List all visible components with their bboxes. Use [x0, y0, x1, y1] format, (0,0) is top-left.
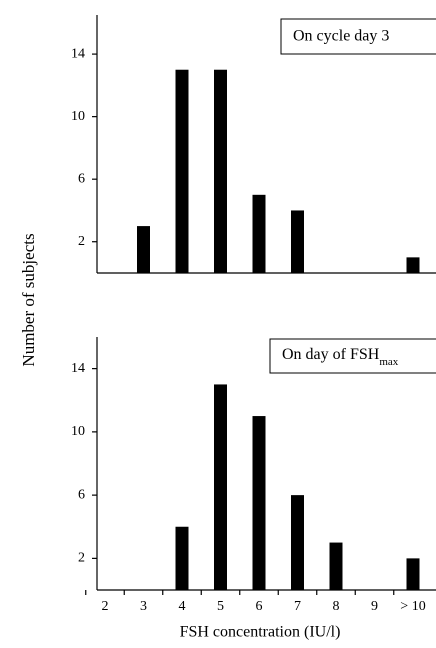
- x-tick-label: > 10: [400, 599, 425, 614]
- x-tick-label: 9: [371, 599, 378, 614]
- x-tick-label: 2: [102, 599, 109, 614]
- bar: [214, 384, 227, 590]
- y-tick-label: 14: [71, 361, 85, 376]
- bar: [252, 194, 266, 273]
- y-tick-label: 10: [71, 424, 85, 439]
- x-axis-label: FSH concentration (IU/l): [180, 624, 341, 641]
- bar: [137, 226, 150, 273]
- x-tick-label: 5: [217, 599, 224, 614]
- y-tick-label: 2: [78, 234, 85, 249]
- y-tick-label: 10: [71, 109, 85, 124]
- x-tick-label: 8: [333, 599, 340, 614]
- bar: [175, 526, 189, 590]
- y-axis-label: Number of subjects: [19, 233, 38, 366]
- bar: [291, 210, 304, 273]
- bar: [214, 69, 227, 274]
- bar: [329, 542, 343, 590]
- annotation: On cycle day 3: [293, 28, 389, 45]
- bar: [175, 69, 189, 274]
- bar: [252, 416, 266, 590]
- annotation-box: [280, 18, 436, 55]
- x-tick-label: 3: [140, 599, 147, 614]
- x-tick-label: 4: [179, 599, 186, 614]
- annotation-text: On day of FSH: [282, 346, 380, 363]
- bar: [406, 558, 420, 590]
- x-tick-label: 6: [256, 599, 263, 614]
- annotation-subscript: max: [379, 356, 398, 368]
- bar: [406, 257, 420, 273]
- bar: [291, 495, 304, 590]
- y-tick-label: 6: [78, 487, 85, 502]
- annotation-box: [269, 338, 436, 374]
- annotation: On day of FSHmax: [282, 346, 399, 368]
- y-tick-label: 6: [78, 171, 85, 186]
- y-tick-label: 2: [78, 551, 85, 566]
- x-tick-label: 7: [294, 599, 301, 614]
- y-tick-label: 14: [71, 46, 85, 61]
